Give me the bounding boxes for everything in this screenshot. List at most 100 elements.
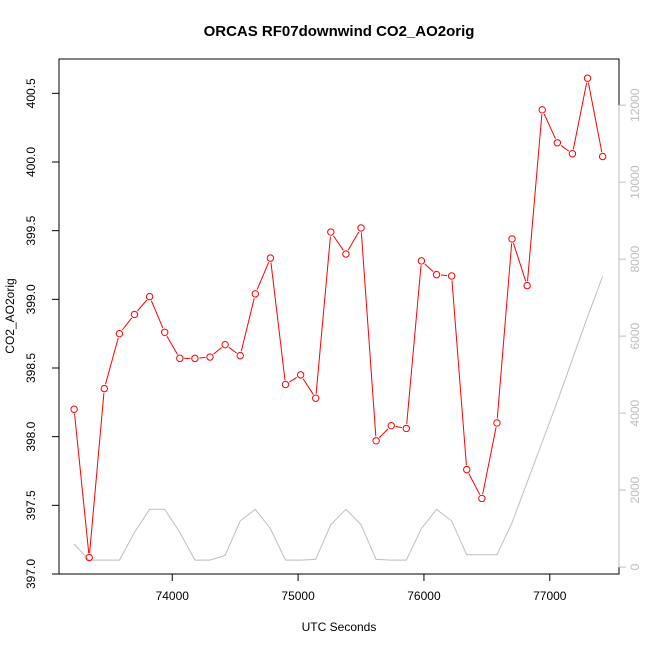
co2-line-segment	[240, 298, 255, 352]
co2-line-segment	[228, 346, 237, 354]
co2-point	[296, 371, 305, 379]
y2-tick-label: 4000	[628, 399, 642, 426]
co2-point	[161, 328, 169, 336]
co2-line-segment	[347, 231, 360, 251]
co2-point	[463, 465, 471, 474]
co2-point	[538, 106, 546, 114]
co2-line-segment	[440, 274, 448, 277]
co2-point	[176, 354, 184, 363]
co2-line-segment	[543, 113, 556, 139]
co2-line-segment	[496, 243, 513, 419]
y-tick-label: 397.5	[24, 490, 38, 520]
series-altitude	[73, 276, 604, 561]
y2-axis-altitude: 0 2000 4000 6000 8000 10000 12000	[618, 88, 642, 570]
co2-line-segment	[199, 356, 206, 359]
y-tick-label: 400.5	[24, 78, 38, 108]
y2-tick-label: 12000	[628, 88, 642, 122]
co2-point	[266, 254, 275, 262]
co2-line-segment	[378, 428, 389, 438]
co2-line-segment	[166, 335, 178, 355]
co2-line-segment	[587, 82, 603, 153]
co2-line-segment	[270, 262, 286, 381]
co2-point	[553, 139, 562, 147]
co2-point	[387, 421, 395, 430]
x-axis: 74000 75000 76000 77000	[156, 573, 567, 603]
x-tick-label: 77000	[533, 589, 567, 603]
co2-point	[70, 405, 78, 413]
co2-line-segment	[395, 425, 402, 429]
co2-line-segment	[121, 317, 133, 331]
co2-point	[357, 224, 365, 232]
y-tick-label: 398.5	[24, 353, 38, 383]
y-tick-label: 398.0	[24, 421, 38, 451]
co2-line-segment	[560, 145, 570, 152]
co2-point	[312, 394, 320, 402]
y2-tick-label: 6000	[628, 322, 642, 349]
co2-point	[493, 419, 501, 427]
plot-frame	[58, 58, 620, 575]
chart-title: ORCAS RF07downwind CO2_AO2orig	[204, 23, 475, 40]
co2-point	[372, 437, 380, 445]
co2-point	[191, 354, 199, 363]
co2-line-segment	[213, 347, 222, 355]
co2-point	[327, 228, 335, 236]
altitude-line	[73, 276, 604, 561]
co2-line-segment	[406, 265, 422, 424]
co2-point	[523, 281, 531, 290]
x-tick-label: 75000	[281, 589, 315, 603]
co2-point	[432, 270, 441, 279]
co2-point	[115, 329, 124, 338]
co2-line-segment	[572, 82, 588, 150]
co2-line-segment	[482, 427, 497, 495]
y2-tick-label: 10000	[628, 165, 642, 199]
y-tick-label: 399.0	[24, 284, 38, 314]
co2-point	[402, 424, 411, 433]
co2-line-segment	[512, 243, 527, 282]
x-tick-label: 76000	[407, 589, 441, 603]
co2-point	[417, 257, 426, 265]
co2-line-segment	[315, 236, 331, 394]
co2-point	[508, 235, 516, 243]
x-axis-label: UTC Seconds	[302, 620, 377, 634]
co2-line-segment	[105, 337, 119, 385]
co2-point	[478, 494, 486, 503]
y-axis: 397.0 397.5 398.0 398.5 399.0 399.5 400.0 400.5	[24, 78, 60, 589]
series-co2	[70, 74, 607, 562]
co2-point	[568, 150, 577, 158]
co2-line-segment	[468, 473, 481, 495]
co2-point	[100, 384, 109, 393]
co2-point	[145, 292, 154, 301]
co2-line-segment	[451, 280, 467, 466]
co2-line-segment	[256, 262, 270, 290]
y-tick-label: 397.0	[24, 559, 38, 589]
x-tick-label: 74000	[156, 589, 190, 603]
co2-point	[342, 250, 350, 258]
co2-point	[221, 340, 229, 349]
co2-point	[281, 380, 290, 389]
co2-line-segment	[332, 235, 344, 251]
co2-point	[85, 553, 93, 562]
co2-line-segment	[74, 413, 90, 554]
co2-line-segment	[89, 393, 105, 554]
co2-point	[130, 310, 139, 319]
co2-line-segment	[150, 300, 164, 329]
co2-line-segment	[360, 232, 377, 437]
co2-line-segment	[289, 376, 298, 383]
co2-point	[598, 152, 607, 161]
co2-line-segment	[424, 263, 434, 272]
co2-point	[583, 74, 592, 82]
y-tick-label: 400.0	[24, 147, 38, 177]
y-axis-label: CO2_AO2orig	[3, 278, 17, 353]
co2-point	[251, 290, 260, 298]
co2-line-segment	[302, 378, 314, 395]
co2-point	[447, 272, 456, 280]
y2-tick-label: 8000	[628, 245, 642, 272]
co2-line-segment	[527, 114, 543, 282]
y2-tick-label: 0	[628, 563, 642, 570]
y-tick-label: 399.5	[24, 215, 38, 245]
co2-line-segment	[137, 299, 148, 312]
co2-point	[206, 353, 214, 361]
co2-point	[236, 351, 244, 360]
y2-tick-label: 2000	[628, 476, 642, 503]
